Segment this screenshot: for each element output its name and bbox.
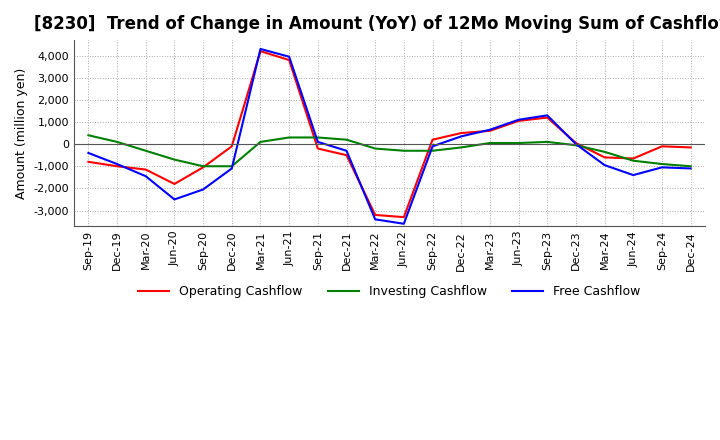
Investing Cashflow [657, 161, 666, 167]
Free Cashflow [600, 162, 609, 168]
Free Cashflow [199, 187, 207, 192]
Operating Cashflow [228, 144, 236, 149]
Operating Cashflow [285, 57, 294, 62]
Free Cashflow [572, 142, 580, 147]
Investing Cashflow [572, 143, 580, 148]
Free Cashflow [170, 197, 179, 202]
Operating Cashflow [256, 48, 265, 54]
Operating Cashflow [514, 118, 523, 124]
Investing Cashflow [285, 135, 294, 140]
Investing Cashflow [371, 146, 379, 151]
Free Cashflow [84, 150, 93, 156]
Y-axis label: Amount (million yen): Amount (million yen) [15, 67, 28, 199]
Investing Cashflow [457, 145, 466, 150]
Investing Cashflow [629, 158, 638, 163]
Operating Cashflow [313, 146, 322, 151]
Operating Cashflow [457, 130, 466, 136]
Free Cashflow [543, 113, 552, 118]
Operating Cashflow [629, 156, 638, 161]
Investing Cashflow [256, 139, 265, 145]
Investing Cashflow [686, 164, 695, 169]
Operating Cashflow [686, 145, 695, 150]
Free Cashflow [313, 139, 322, 145]
Operating Cashflow [428, 137, 437, 142]
Free Cashflow [141, 173, 150, 179]
Free Cashflow [428, 144, 437, 149]
Operating Cashflow [84, 159, 93, 165]
Legend: Operating Cashflow, Investing Cashflow, Free Cashflow: Operating Cashflow, Investing Cashflow, … [133, 280, 646, 304]
Investing Cashflow [543, 139, 552, 145]
Title: [8230]  Trend of Change in Amount (YoY) of 12Mo Moving Sum of Cashflows: [8230] Trend of Change in Amount (YoY) o… [35, 15, 720, 33]
Investing Cashflow [428, 148, 437, 154]
Line: Operating Cashflow: Operating Cashflow [89, 51, 690, 217]
Free Cashflow [256, 46, 265, 51]
Investing Cashflow [113, 139, 122, 145]
Free Cashflow [514, 117, 523, 122]
Investing Cashflow [228, 164, 236, 169]
Line: Free Cashflow: Free Cashflow [89, 49, 690, 224]
Investing Cashflow [485, 140, 494, 146]
Operating Cashflow [600, 155, 609, 160]
Free Cashflow [457, 134, 466, 139]
Investing Cashflow [514, 140, 523, 146]
Investing Cashflow [313, 135, 322, 140]
Investing Cashflow [84, 132, 93, 138]
Free Cashflow [629, 172, 638, 178]
Investing Cashflow [400, 148, 408, 154]
Operating Cashflow [113, 164, 122, 169]
Operating Cashflow [342, 153, 351, 158]
Free Cashflow [113, 161, 122, 167]
Operating Cashflow [141, 167, 150, 172]
Free Cashflow [342, 148, 351, 154]
Operating Cashflow [543, 115, 552, 120]
Investing Cashflow [170, 157, 179, 162]
Investing Cashflow [600, 149, 609, 154]
Operating Cashflow [199, 165, 207, 170]
Free Cashflow [285, 54, 294, 59]
Operating Cashflow [400, 214, 408, 220]
Free Cashflow [485, 127, 494, 132]
Free Cashflow [657, 165, 666, 170]
Operating Cashflow [657, 144, 666, 149]
Operating Cashflow [572, 140, 580, 146]
Free Cashflow [228, 166, 236, 171]
Investing Cashflow [342, 137, 351, 142]
Free Cashflow [400, 221, 408, 227]
Investing Cashflow [141, 148, 150, 154]
Line: Investing Cashflow: Investing Cashflow [89, 135, 690, 166]
Investing Cashflow [199, 164, 207, 169]
Operating Cashflow [170, 181, 179, 187]
Operating Cashflow [485, 128, 494, 133]
Operating Cashflow [371, 212, 379, 217]
Free Cashflow [371, 217, 379, 222]
Free Cashflow [686, 166, 695, 171]
